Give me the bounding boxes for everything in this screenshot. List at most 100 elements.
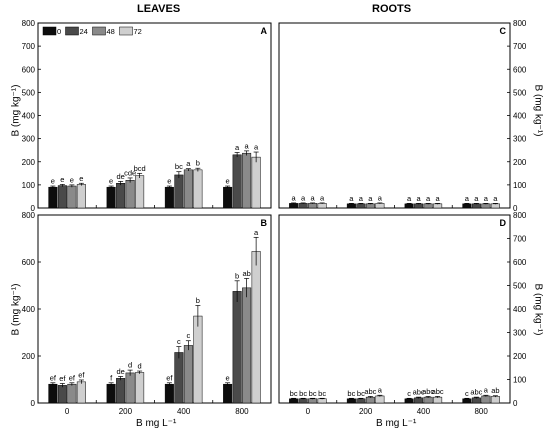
panel-d-bar xyxy=(298,398,308,404)
panel-c-data-label: a xyxy=(484,194,489,203)
panel-a-bar xyxy=(67,185,77,209)
panel-a-bar xyxy=(251,156,261,209)
panel-a-bar xyxy=(183,169,193,209)
panel-a-data-label: bc xyxy=(175,162,183,171)
panel-d-bar xyxy=(317,398,327,404)
panel-b-x-tick-label: 800 xyxy=(235,407,249,416)
panel-c-bar xyxy=(433,203,443,209)
panel-d-y-tick-label: 500 xyxy=(513,282,527,291)
panel-a-data-label: e xyxy=(167,177,171,186)
panel-b-y-tick-label: 800 xyxy=(22,211,36,220)
panel-d-data-label: abc xyxy=(432,387,444,396)
panel-a-data-label: e xyxy=(79,174,83,183)
panel-d-data-label: abc xyxy=(470,388,482,397)
panel-b-bar xyxy=(135,372,145,404)
panel-c-data-label: a xyxy=(426,194,431,203)
panel-b-data-label: ef xyxy=(59,374,66,383)
panel-c-bar xyxy=(481,203,491,209)
panel-d-bar xyxy=(433,396,443,404)
panel-d-data-label: bc xyxy=(347,389,355,398)
panel-d-bar xyxy=(289,398,299,404)
panel-d-x-tick-label: 0 xyxy=(306,407,311,416)
panel-b-data-label: de xyxy=(116,367,124,376)
panel-d-bar xyxy=(471,397,481,404)
panel-c-bar xyxy=(404,203,414,209)
panel-a-data-label: e xyxy=(51,177,55,186)
panel-c-data-label: a xyxy=(301,193,306,202)
panel-d-data-label: ab xyxy=(491,386,499,395)
panel-b-y-tick-label: 400 xyxy=(22,305,36,314)
panel-b-bar xyxy=(223,383,233,404)
panel-b-data-label: c xyxy=(177,337,181,346)
panel-b-x-tick-label: 200 xyxy=(119,407,133,416)
panel-c-data-label: a xyxy=(359,194,364,203)
panel-d-bar xyxy=(308,398,318,404)
panel-a-y-tick-label: 200 xyxy=(22,158,36,167)
panel-d-data-label: abc xyxy=(364,387,376,396)
panel-b-bar xyxy=(174,352,184,404)
panel-a-y-tick-label: 300 xyxy=(22,135,36,144)
panel-b-letter: B xyxy=(261,218,268,228)
panel-c-data-label: a xyxy=(407,194,412,203)
panel-b-y-tick-label: 600 xyxy=(22,258,36,267)
panel-d-bar xyxy=(481,395,491,404)
panel-b-data-label: ef xyxy=(166,373,173,382)
panel-a-bar xyxy=(106,186,116,209)
panel-c-y-tick-label: 800 xyxy=(513,19,527,28)
panel-d-y-tick-label: 0 xyxy=(513,399,518,408)
panel-d-bar xyxy=(462,398,472,404)
panel-d-y-tick-label: 600 xyxy=(513,258,527,267)
panel-a-data-label: a xyxy=(186,159,191,168)
panel-b-data-label: c xyxy=(187,331,191,340)
legend-swatch xyxy=(119,26,133,36)
panel-a-bar xyxy=(164,186,174,209)
panel-d-data-label: bc xyxy=(299,389,307,398)
panel-b-data-label: a xyxy=(254,228,259,237)
panel-c-bar xyxy=(375,203,385,209)
panel-a-y-tick-label: 600 xyxy=(22,65,36,74)
roots-column-title: ROOTS xyxy=(372,3,412,15)
panel-c-data-label: a xyxy=(292,193,297,202)
panel-d-y-tick-label: 200 xyxy=(513,352,527,361)
panel-c-bar xyxy=(356,203,366,209)
panel-c-y-tick-label: 700 xyxy=(513,42,527,51)
panel-a-bar xyxy=(116,183,126,209)
panel-c-y-tick-label: 200 xyxy=(513,158,527,167)
panel-d-data-label: c xyxy=(407,389,411,398)
panel-d-bar xyxy=(375,395,385,404)
panel-c-data-label: a xyxy=(493,194,498,203)
panel-c-data-label: a xyxy=(368,194,373,203)
panel-a-bar xyxy=(223,186,233,209)
panel-c-bar xyxy=(298,203,308,209)
panel-c-bar xyxy=(423,203,433,209)
panel-d-x-tick-label: 800 xyxy=(474,407,488,416)
panel-a-y-tick-label: 0 xyxy=(31,204,36,213)
panel-a-bar xyxy=(76,184,86,209)
panel-a-data-label: a xyxy=(245,141,250,150)
panel-b-data-label: ef xyxy=(78,370,85,379)
panel-c-y-tick-label: 0 xyxy=(513,204,518,213)
panel-a-bar xyxy=(48,186,58,209)
legend-entry: 24 xyxy=(80,27,88,36)
panel-a-y-tick-label: 800 xyxy=(22,19,36,28)
panel-d-x-tick-label: 200 xyxy=(359,407,373,416)
panel-a-data-label: e xyxy=(109,177,113,186)
panel-b-data-label: b xyxy=(235,271,239,280)
panel-a-bar xyxy=(242,152,252,209)
panel-d-data-label: c xyxy=(465,389,469,398)
panel-a-bar xyxy=(232,154,242,209)
legend-swatch xyxy=(65,26,79,36)
panel-d-y-tick-label: 800 xyxy=(513,211,527,220)
panel-b-data-label: f xyxy=(110,373,113,382)
panel-d-bar xyxy=(346,398,356,404)
panel-a-bar xyxy=(125,180,135,209)
legend-swatch xyxy=(42,26,57,36)
panel-a-y-tick-label: 500 xyxy=(22,88,36,97)
panel-b-data-label: d xyxy=(128,361,132,370)
panel-b-bar xyxy=(57,385,67,404)
panel-c-y-tick-label: 300 xyxy=(513,135,527,144)
panel-d-data-label: bc xyxy=(290,389,298,398)
panel-b-bar xyxy=(48,383,58,404)
panel-a-letter: A xyxy=(261,26,268,36)
panel-d-data-label: abc xyxy=(413,388,425,397)
